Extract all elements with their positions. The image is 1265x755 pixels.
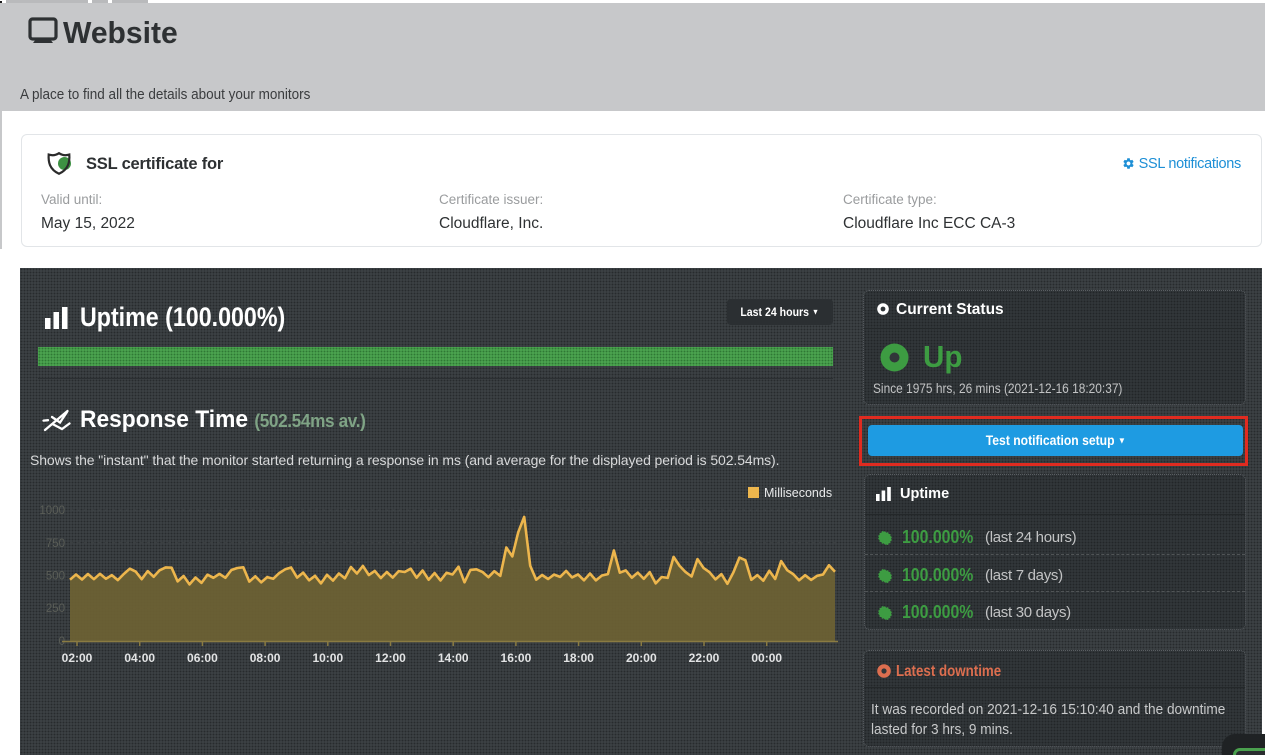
svg-text:12:00: 12:00 bbox=[375, 651, 406, 665]
svg-text:250: 250 bbox=[46, 603, 65, 615]
svg-text:14:00: 14:00 bbox=[438, 651, 469, 665]
svg-text:750: 750 bbox=[46, 538, 65, 550]
svg-text:06:00: 06:00 bbox=[187, 651, 218, 665]
svg-text:500: 500 bbox=[46, 571, 65, 583]
svg-text:04:00: 04:00 bbox=[124, 651, 155, 665]
svg-text:00:00: 00:00 bbox=[751, 651, 782, 665]
svg-text:20:00: 20:00 bbox=[626, 651, 657, 665]
svg-text:1000: 1000 bbox=[39, 505, 65, 517]
svg-text:22:00: 22:00 bbox=[689, 651, 720, 665]
svg-text:16:00: 16:00 bbox=[501, 651, 532, 665]
svg-text:18:00: 18:00 bbox=[563, 651, 594, 665]
svg-text:08:00: 08:00 bbox=[250, 651, 281, 665]
svg-text:0: 0 bbox=[59, 636, 65, 648]
svg-text:10:00: 10:00 bbox=[312, 651, 343, 665]
svg-text:02:00: 02:00 bbox=[62, 651, 93, 665]
